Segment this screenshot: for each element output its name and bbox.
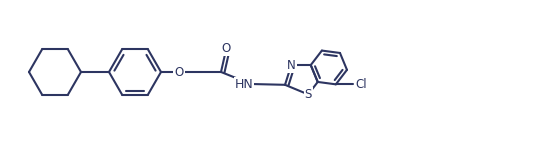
Text: Cl: Cl bbox=[355, 78, 367, 91]
Text: O: O bbox=[174, 66, 183, 78]
Text: N: N bbox=[287, 59, 295, 72]
Text: O: O bbox=[221, 42, 231, 55]
Text: HN: HN bbox=[235, 78, 253, 91]
Text: S: S bbox=[305, 88, 312, 101]
